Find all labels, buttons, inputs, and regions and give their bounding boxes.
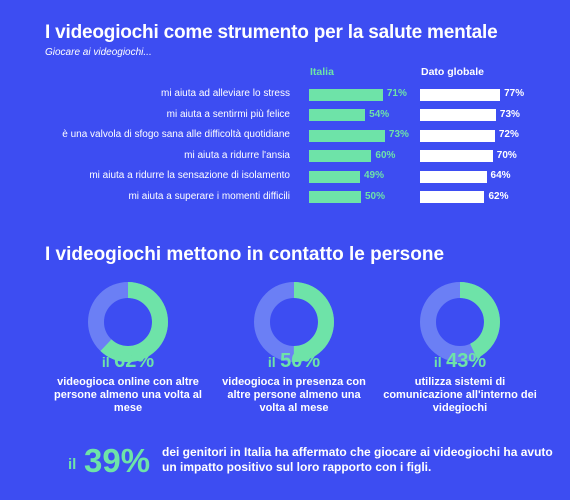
category-label: mi aiuta a sentirmi più felice	[166, 108, 290, 120]
bar-dato-globale	[420, 191, 485, 203]
value-label-italia: 71%	[386, 88, 407, 99]
donut-segment	[88, 282, 168, 362]
stat-prefix: il	[433, 354, 442, 370]
value-label-dato-globale: 70%	[496, 149, 517, 161]
bar-dato-globale	[420, 129, 495, 142]
donut-chart	[254, 282, 334, 362]
stat-value: 62%	[114, 350, 155, 372]
category-label: mi aiuta a ridurre l'ansia	[184, 149, 290, 161]
value-label-dato-globale: 72%	[498, 129, 519, 140]
bottom-percentage: 39%	[84, 442, 151, 479]
bar-dato-globale	[420, 109, 496, 121]
main-title: I videogiochi come strumento per la salu…	[45, 22, 498, 43]
bottom-text: dei genitori in Italia ha affermato che …	[162, 445, 553, 474]
value-label-dato-globale: 73%	[499, 108, 520, 120]
legend-dato-globale: Dato globale	[421, 66, 485, 78]
donut-chart	[420, 282, 500, 362]
value-label-dato-globale: 77%	[504, 88, 525, 99]
stat-description: videogioca in presenza con altre persone…	[222, 376, 366, 414]
stat-prefix: il	[267, 354, 276, 370]
value-label-italia: 49%	[363, 170, 384, 181]
bar-italia	[309, 191, 361, 203]
stat-description: utilizza sistemi di comunicazione all'in…	[383, 376, 537, 414]
category-label: è una valvola di sfogo sana alle diffico…	[62, 129, 290, 140]
donut-segment	[420, 282, 500, 362]
bar-dato-globale	[420, 150, 493, 162]
category-label: mi aiuta a ridurre la sensazione di isol…	[89, 170, 290, 181]
stat-percentage: il 62%	[102, 350, 154, 373]
donut-segment	[254, 282, 334, 362]
value-label-dato-globale: 64%	[490, 170, 511, 181]
bar-italia	[309, 170, 360, 183]
value-label-italia: 73%	[388, 129, 409, 140]
section2-title: I videogiochi mettono in contatto le per…	[45, 244, 445, 265]
legend-italia: Italia	[310, 66, 334, 78]
stat-prefix: il	[101, 354, 110, 370]
donut-chart	[88, 282, 168, 362]
stat-description: videogioca online con altre persone alme…	[54, 376, 202, 414]
bar-dato-globale	[420, 170, 487, 183]
value-label-italia: 54%	[369, 108, 390, 120]
value-label-dato-globale: 62%	[488, 190, 509, 202]
bottom-prefix: il	[68, 456, 77, 473]
bar-italia	[309, 150, 372, 162]
stat-percentage: il 50%	[268, 350, 320, 373]
bar-italia	[309, 129, 385, 142]
stat-value: 43%	[446, 350, 487, 372]
category-label: mi aiuta a superare i momenti difficili	[128, 190, 290, 202]
bar-dato-globale	[420, 88, 501, 101]
stat-percentage: il 43%	[434, 350, 486, 373]
stat-value: 50%	[280, 350, 321, 372]
category-label: mi aiuta ad alleviare lo stress	[161, 88, 290, 99]
bar-italia	[309, 109, 366, 121]
value-label-italia: 50%	[365, 190, 386, 202]
value-label-italia: 60%	[375, 149, 396, 161]
bar-italia	[309, 88, 383, 101]
subtitle: Giocare ai videogiochi...	[45, 47, 152, 58]
